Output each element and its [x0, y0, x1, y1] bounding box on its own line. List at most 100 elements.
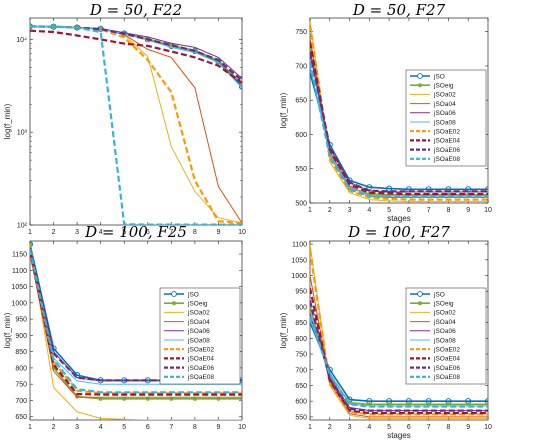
x-tick-label: 8 [193, 229, 197, 236]
legend: jSO jSOeig jSOa02 jSOa04 jSOa06 jSOa08 jSOaE02… [405, 69, 487, 167]
y-tick-label: 650 [295, 98, 307, 105]
legend-label: jSOaE04 [187, 356, 214, 363]
legend-label: jSOa08 [433, 337, 456, 344]
x-tick-label: 3 [348, 207, 352, 214]
y-tick-label: 1050 [291, 257, 307, 264]
x-tick-label: 9 [466, 207, 470, 214]
x-tick-label: 7 [427, 207, 431, 214]
y-tick-label: 750 [295, 29, 307, 36]
x-tick-label: 3 [75, 229, 79, 236]
legend-label: jSOaE02 [187, 347, 214, 354]
legend-label: jSOa02 [433, 92, 456, 99]
legend-label: jSOa06 [187, 328, 210, 335]
legend-marker [417, 73, 423, 79]
series-line-jSOaE04 [310, 41, 488, 196]
series-line-jSOaE08 [30, 25, 242, 225]
x-tick-label: 6 [407, 424, 411, 431]
legend-label: jSO [187, 291, 199, 298]
series-point-jSO [30, 241, 34, 248]
series-point-jSOeig [426, 402, 431, 407]
legend-marker [417, 291, 423, 297]
y-tick-label: 1150 [12, 252, 27, 259]
series-line-jSOaE06 [310, 300, 488, 412]
legend-label: jSOa08 [433, 119, 456, 126]
series-point-jSOeig [387, 402, 392, 407]
y-tick-label: 10³ [17, 130, 28, 137]
y-tick-label: 800 [295, 336, 307, 343]
y-tick-label: 750 [15, 382, 27, 389]
series-line-jSOaE06 [310, 52, 488, 193]
y-tick-label: 1000 [291, 273, 307, 280]
x-tick-label: 4 [367, 207, 371, 214]
series-line-jSOaE08 [30, 248, 242, 394]
y-tick-label: 700 [295, 367, 307, 374]
legend-label: jSOaE02 [433, 347, 460, 354]
x-tick-label: 6 [146, 424, 150, 431]
y-axis-label: log(f_min) [279, 92, 288, 128]
legend-marker [418, 83, 422, 88]
x-axis-label: stages [387, 214, 411, 223]
series-line-jSOaE04 [30, 250, 242, 396]
series-point-jSOeig [446, 402, 451, 407]
legend-label: jSOaE06 [433, 365, 460, 372]
series-line-jSOaE08 [310, 316, 488, 408]
y-tick-label: 700 [15, 398, 27, 405]
series-point-jSOeig [406, 402, 411, 407]
y-tick-label: 1100 [292, 242, 307, 249]
x-tick-label: 6 [407, 207, 411, 214]
y-tick-label: 650 [295, 383, 307, 390]
series-line-jSOaE02 [30, 25, 242, 225]
legend: jSO jSOeig jSOa02 jSOa04 jSOa06 jSOa08 jSOaE02… [405, 287, 487, 385]
x-tick-label: 1 [308, 207, 312, 214]
legend-label: jSOa04 [433, 319, 456, 326]
y-tick-label: 650 [15, 414, 27, 421]
series-point-jSOeig [240, 396, 242, 401]
x-tick-label: 5 [122, 229, 126, 236]
legend-label: jSOa04 [433, 101, 456, 108]
x-tick-label: 7 [169, 229, 173, 236]
x-tick-label: 10 [238, 424, 246, 431]
legend-label: jSOa02 [433, 310, 456, 317]
y-tick-label: 1000 [11, 300, 27, 307]
x-tick-label: 4 [99, 229, 103, 236]
x-tick-label: 2 [328, 424, 332, 431]
series-point-jSOeig [145, 396, 150, 401]
series-point-jSOeig [98, 396, 103, 401]
legend-label: jSOaE06 [433, 147, 460, 154]
y-axis-label: log(f_min) [279, 312, 288, 348]
y-tick-label: 700 [295, 63, 307, 70]
series-point-jSOeig [192, 396, 197, 401]
series-group [310, 21, 488, 203]
chart-panel-d100-f27: D = 100, F27 550 600 650 700 750 800 850 900 950 1… [279, 223, 492, 440]
legend-label: jSOa04 [187, 319, 210, 326]
legend-label: jSOaE06 [187, 365, 214, 372]
x-tick-label: 7 [169, 424, 173, 431]
y-tick-label: 550 [295, 414, 307, 421]
series-line-jSOaE06 [30, 25, 242, 82]
y-tick-label: 850 [295, 320, 307, 327]
x-tick-label: 8 [446, 207, 450, 214]
series-line-jSOaE02 [310, 24, 488, 201]
x-tick-label: 2 [52, 424, 56, 431]
legend-label: jSO [433, 73, 445, 80]
y-tick-label: 950 [15, 317, 27, 324]
y-tick-label: 950 [295, 289, 307, 296]
legend-label: jSOa06 [433, 328, 456, 335]
y-tick-label: 1050 [11, 284, 27, 291]
chart-title: D = 50, F27 [352, 1, 446, 19]
chart-title: D = 100, F27 [347, 223, 450, 241]
x-tick-label: 1 [28, 229, 32, 236]
legend-label: jSOaE08 [433, 156, 460, 163]
y-tick-label: 500 [295, 201, 307, 208]
y-tick-label: 550 [295, 166, 307, 173]
y-tick-label: 750 [295, 352, 307, 359]
y-tick-label: 800 [15, 365, 27, 372]
x-tick-label: 4 [367, 424, 371, 431]
x-tick-label: 3 [75, 424, 79, 431]
x-tick-label: 10 [484, 207, 492, 214]
chart-panel-d50-f22: D = 50, F22 10² 10³ 10⁴ 1 2 3 4 5 6 7 8 9 10 log(f_min… [3, 1, 246, 236]
y-tick-label: 900 [295, 304, 307, 311]
y-axis-label: log(f_min) [3, 312, 12, 348]
series-line-jSOa04 [30, 253, 242, 398]
